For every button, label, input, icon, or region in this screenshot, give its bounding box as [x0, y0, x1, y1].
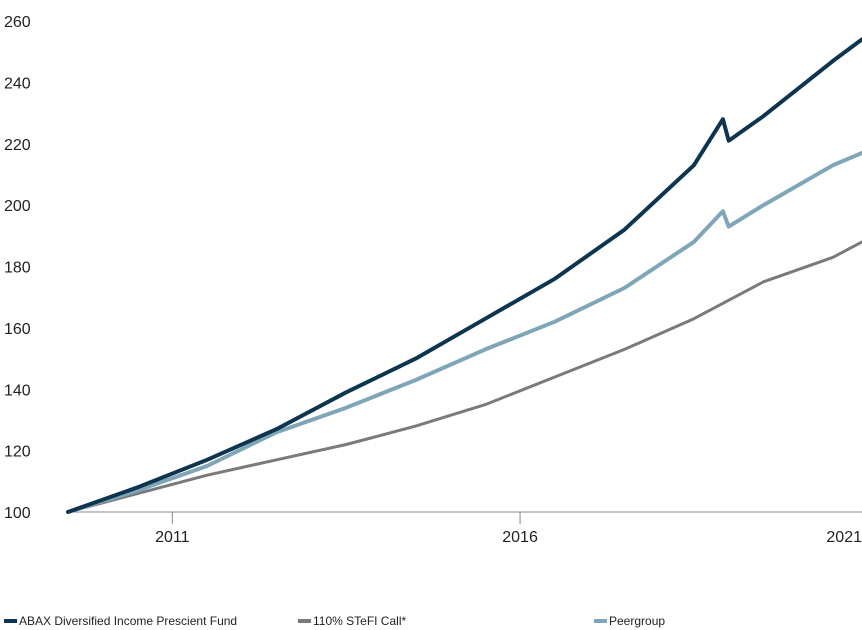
y-tick-label-160: 160	[4, 321, 31, 338]
y-tick-label-240: 240	[4, 75, 31, 92]
chart-legend: ABAX Diversified Income Prescient Fund 1…	[4, 614, 862, 630]
series-line-peergroup	[66, 151, 862, 514]
legend-label-stefi: 110% STeFI Call*	[313, 614, 407, 628]
legend-swatch-stefi	[298, 619, 311, 623]
x-axis-ticks: 2011 2016 2021	[155, 512, 862, 546]
legend-item-stefi: 110% STeFI Call*	[298, 614, 406, 628]
legend-item-fund: ABAX Diversified Income Prescient Fund	[4, 614, 237, 628]
legend-label-peergroup: Peergroup	[609, 614, 666, 628]
series-line-stefi	[66, 240, 862, 514]
legend-swatch-peergroup	[594, 619, 607, 623]
y-tick-label-100: 100	[4, 505, 31, 522]
legend-item-peergroup: Peergroup	[594, 614, 665, 628]
y-tick-label-120: 120	[4, 444, 31, 461]
y-tick-label-220: 220	[4, 137, 31, 154]
y-tick-label-200: 200	[4, 198, 31, 215]
series-line-fund	[66, 37, 862, 514]
y-tick-label-180: 180	[4, 260, 31, 277]
y-tick-label-140: 140	[4, 382, 31, 399]
x-tick-label-2011: 2011	[155, 529, 190, 546]
legend-label-fund: ABAX Diversified Income Prescient Fund	[19, 614, 238, 628]
y-axis-tick-labels: 100 120 140 160 180 200 220 240 260	[4, 14, 31, 522]
y-tick-label-260: 260	[4, 14, 31, 31]
series-lines	[66, 37, 862, 514]
legend-swatch-fund	[4, 619, 17, 623]
x-tick-label-2021: 2021	[826, 529, 862, 546]
x-tick-label-2016: 2016	[502, 529, 538, 546]
